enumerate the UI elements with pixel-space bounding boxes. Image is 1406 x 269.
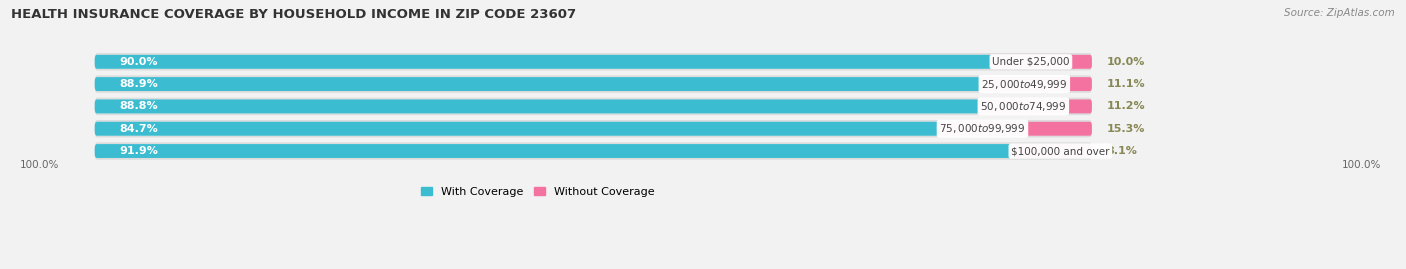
FancyBboxPatch shape — [94, 53, 1092, 70]
Text: 90.0%: 90.0% — [120, 57, 159, 67]
FancyBboxPatch shape — [94, 100, 1092, 113]
FancyBboxPatch shape — [94, 55, 993, 69]
Text: $50,000 to $74,999: $50,000 to $74,999 — [980, 100, 1067, 113]
Text: $25,000 to $49,999: $25,000 to $49,999 — [981, 77, 1067, 91]
FancyBboxPatch shape — [94, 120, 1092, 137]
FancyBboxPatch shape — [94, 98, 1092, 115]
Text: 10.0%: 10.0% — [1107, 57, 1146, 67]
Text: $100,000 and over: $100,000 and over — [1011, 146, 1109, 156]
FancyBboxPatch shape — [980, 100, 1092, 113]
Text: 8.1%: 8.1% — [1107, 146, 1137, 156]
Text: 88.8%: 88.8% — [120, 101, 159, 111]
FancyBboxPatch shape — [939, 122, 1092, 136]
Text: Source: ZipAtlas.com: Source: ZipAtlas.com — [1284, 8, 1395, 18]
Text: 15.3%: 15.3% — [1107, 124, 1146, 134]
Text: 11.1%: 11.1% — [1107, 79, 1146, 89]
Text: 11.2%: 11.2% — [1107, 101, 1146, 111]
FancyBboxPatch shape — [94, 100, 980, 113]
FancyBboxPatch shape — [94, 77, 1092, 91]
FancyBboxPatch shape — [94, 122, 1092, 136]
Text: 88.9%: 88.9% — [120, 79, 159, 89]
FancyBboxPatch shape — [981, 77, 1092, 91]
FancyBboxPatch shape — [94, 77, 981, 91]
FancyBboxPatch shape — [94, 122, 939, 136]
Text: HEALTH INSURANCE COVERAGE BY HOUSEHOLD INCOME IN ZIP CODE 23607: HEALTH INSURANCE COVERAGE BY HOUSEHOLD I… — [11, 8, 576, 21]
FancyBboxPatch shape — [94, 142, 1092, 160]
Text: 91.9%: 91.9% — [120, 146, 159, 156]
FancyBboxPatch shape — [993, 55, 1092, 69]
FancyBboxPatch shape — [980, 100, 1092, 113]
FancyBboxPatch shape — [1011, 144, 1092, 158]
Text: 100.0%: 100.0% — [20, 160, 59, 170]
Text: $75,000 to $99,999: $75,000 to $99,999 — [939, 122, 1025, 135]
Text: 100.0%: 100.0% — [1341, 160, 1381, 170]
Legend: With Coverage, Without Coverage: With Coverage, Without Coverage — [416, 182, 659, 201]
FancyBboxPatch shape — [94, 144, 1092, 158]
FancyBboxPatch shape — [939, 122, 1092, 136]
FancyBboxPatch shape — [993, 55, 1092, 69]
FancyBboxPatch shape — [94, 55, 1092, 69]
Text: Under $25,000: Under $25,000 — [993, 57, 1070, 67]
FancyBboxPatch shape — [94, 75, 1092, 93]
FancyBboxPatch shape — [981, 77, 1092, 91]
Text: 84.7%: 84.7% — [120, 124, 159, 134]
FancyBboxPatch shape — [94, 144, 1011, 158]
FancyBboxPatch shape — [1011, 144, 1092, 158]
